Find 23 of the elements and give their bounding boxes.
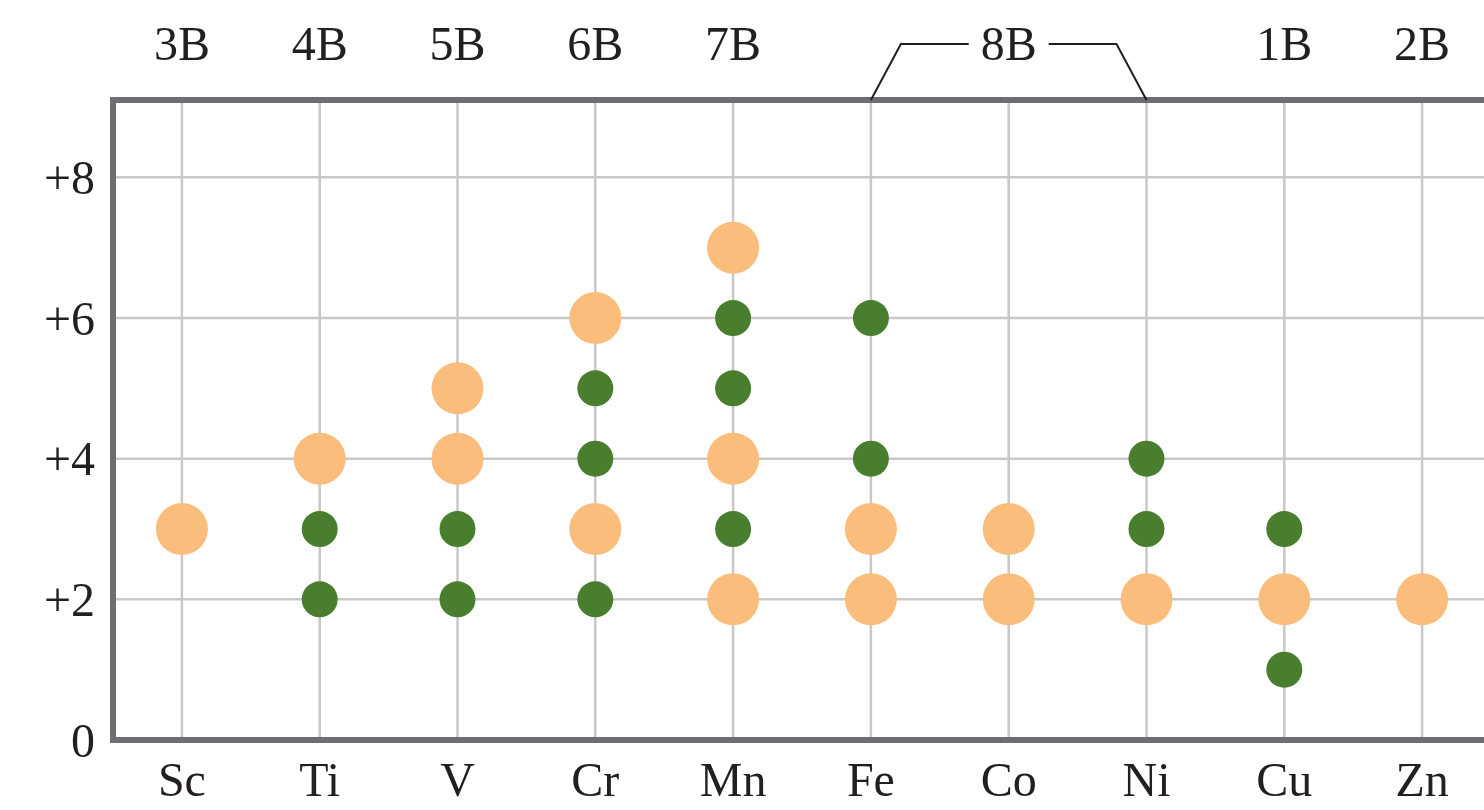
x-tick-label: Cu bbox=[1256, 753, 1313, 806]
x-tick-label: Sc bbox=[157, 753, 206, 806]
y-tick-label: +2 bbox=[43, 573, 95, 627]
text: 6B bbox=[567, 17, 624, 70]
x-tick-label: Cr bbox=[571, 753, 620, 806]
x-tick-label: V bbox=[440, 753, 476, 806]
text: 3B bbox=[153, 17, 210, 70]
text: 7B bbox=[705, 17, 762, 70]
y-tick-label: +8 bbox=[43, 151, 95, 205]
text: 5B bbox=[429, 17, 486, 70]
x-tick-label: Co bbox=[980, 753, 1037, 806]
x-tick-label: Mn bbox=[699, 753, 767, 806]
x-tick-label: Ti bbox=[299, 753, 341, 806]
y-tick-label: +6 bbox=[43, 291, 95, 345]
text: 2B bbox=[1394, 17, 1451, 70]
x-tick-label: Zn bbox=[1395, 753, 1449, 806]
text: 8B bbox=[980, 17, 1037, 70]
text: 1B bbox=[1256, 17, 1313, 70]
y-tick-label: 0 bbox=[71, 713, 95, 767]
text: 4B bbox=[291, 17, 348, 70]
x-tick-label: Fe bbox=[846, 753, 895, 806]
x-tick-label: Ni bbox=[1122, 753, 1171, 806]
y-tick-label: +4 bbox=[43, 432, 95, 486]
